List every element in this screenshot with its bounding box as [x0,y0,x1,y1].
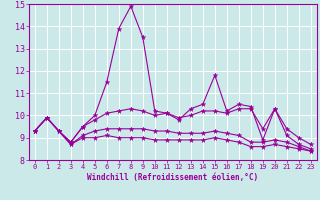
X-axis label: Windchill (Refroidissement éolien,°C): Windchill (Refroidissement éolien,°C) [87,173,258,182]
